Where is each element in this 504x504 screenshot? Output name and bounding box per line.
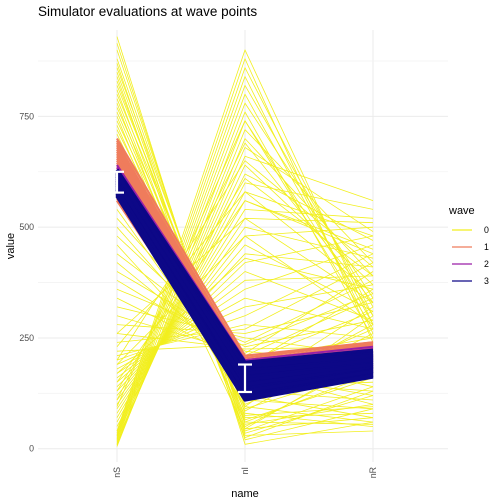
line-wave-0-87 xyxy=(116,178,374,392)
y-axis-label: value xyxy=(5,233,17,259)
x-axis-ticks: nS nI nR xyxy=(112,467,378,478)
line-wave-0-86 xyxy=(116,200,374,383)
line-wave-0-48 xyxy=(116,293,374,352)
legend-label-3: 3 xyxy=(484,276,489,286)
line-wave-0-70 xyxy=(116,138,374,445)
line-wave-3-36 xyxy=(115,192,374,400)
y-tick-label-2: 500 xyxy=(19,222,34,232)
y-tick-label-1: 250 xyxy=(19,333,34,343)
line-wave-0-81 xyxy=(116,160,374,361)
line-wave-0-5 xyxy=(116,67,374,427)
line-wave-0-12 xyxy=(116,98,374,421)
target-bar-nS xyxy=(110,170,124,194)
legend-item-2: 2 xyxy=(452,259,489,269)
line-wave-0-0 xyxy=(116,36,374,445)
x-tick-label-nS: nS xyxy=(112,467,122,478)
legend-label-0: 0 xyxy=(484,225,489,235)
line-wave-0-39 xyxy=(116,271,374,348)
y-tick-label-0: 0 xyxy=(29,444,34,454)
legend: wave 0 1 2 3 xyxy=(448,205,489,286)
chart-title: Simulator evaluations at wave points xyxy=(38,4,258,19)
line-wave-0-79 xyxy=(116,58,374,433)
legend-item-3: 3 xyxy=(452,276,489,286)
line-wave-0-85 xyxy=(116,257,374,374)
line-wave-0-89 xyxy=(116,120,374,407)
legend-item-1: 1 xyxy=(452,242,489,252)
x-tick-label-nI: nI xyxy=(240,467,250,474)
x-axis-label: name xyxy=(231,488,259,500)
target-bars xyxy=(110,170,252,394)
line-wave-0-71 xyxy=(116,129,374,446)
line-wave-0-6 xyxy=(116,71,374,425)
legend-label-1: 1 xyxy=(484,242,489,252)
y-tick-label-3: 750 xyxy=(19,111,34,121)
legend-label-2: 2 xyxy=(484,259,489,269)
legend-title: wave xyxy=(448,205,475,217)
target-bar-nI xyxy=(238,363,252,394)
line-wave-0-13 xyxy=(116,102,374,434)
line-wave-0-73 xyxy=(116,111,374,444)
line-wave-0-69 xyxy=(116,147,374,443)
line-wave-0-80 xyxy=(116,49,374,432)
line-wave-0-68 xyxy=(116,155,374,440)
y-axis-ticks: 0 250 500 750 xyxy=(19,111,34,453)
line-wave-0-1 xyxy=(116,43,374,436)
legend-item-0: 0 xyxy=(452,225,489,235)
line-wave-0-83 xyxy=(116,217,374,334)
x-tick-label-nR: nR xyxy=(368,467,378,478)
line-wave-0-88 xyxy=(116,142,374,401)
